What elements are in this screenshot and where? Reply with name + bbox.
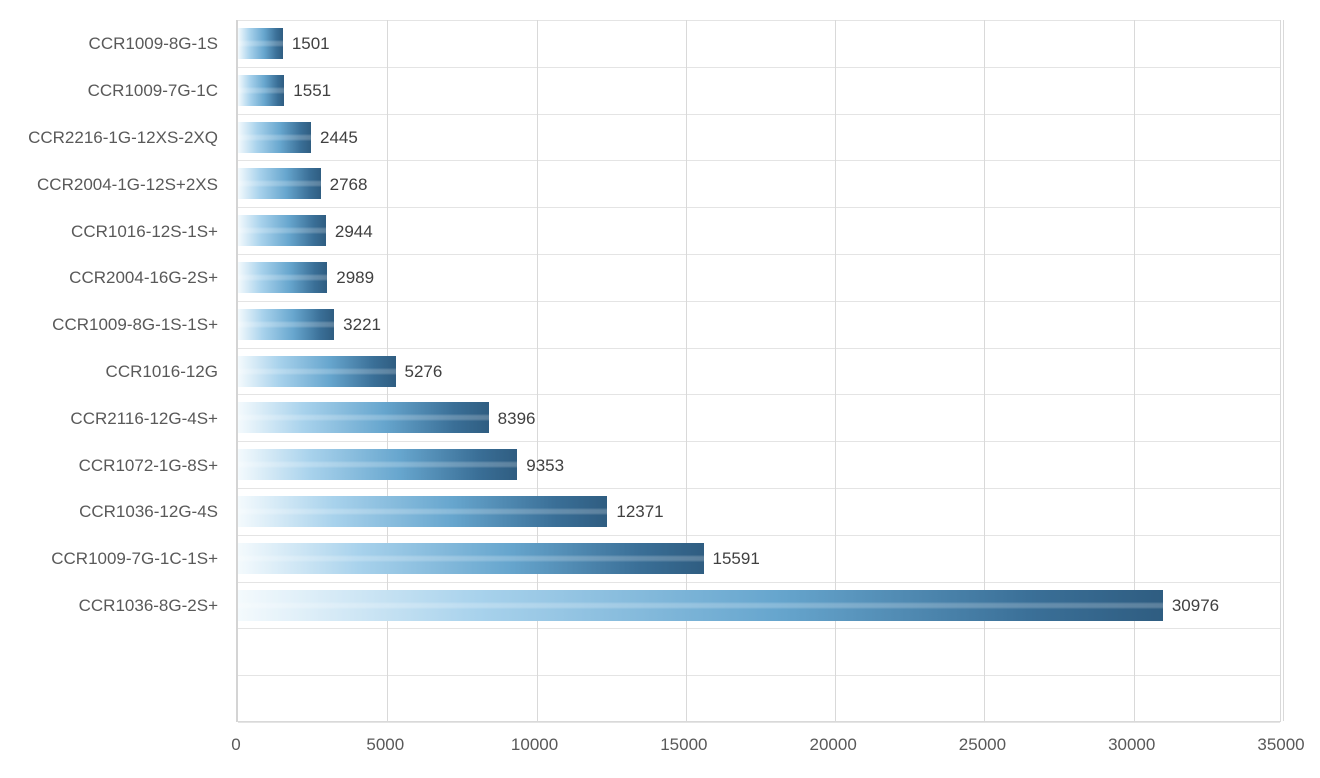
- vertical-gridline: [536, 20, 538, 721]
- bar[interactable]: [238, 168, 321, 200]
- horizontal-gridline: [238, 347, 1280, 349]
- bar-value-label: 1501: [291, 34, 330, 54]
- bar[interactable]: [238, 449, 518, 481]
- bar[interactable]: [238, 261, 328, 293]
- bar-value-label: 30976: [1171, 596, 1220, 615]
- horizontal-gridline: [238, 20, 1280, 21]
- x-axis-tick-label: 35000: [1257, 735, 1305, 754]
- y-axis-category-label: CCR1016-12S-1S+: [71, 221, 218, 241]
- y-axis-category-label: CCR2004-1G-12S+2XS: [37, 174, 218, 194]
- bar-value-label: 2768: [329, 174, 368, 194]
- bar[interactable]: [238, 542, 704, 574]
- bar-value-label: 3221: [343, 315, 381, 335]
- horizontal-gridline: [238, 581, 1280, 583]
- bar-value-label: 8396: [497, 408, 536, 428]
- bar-value-label: 2944: [334, 221, 373, 241]
- bar-value-label: 15591: [712, 549, 760, 569]
- bar[interactable]: [238, 215, 326, 247]
- bar[interactable]: [238, 495, 608, 527]
- bar-value-label: 1551: [293, 81, 332, 101]
- horizontal-gridline: [238, 66, 1280, 68]
- x-axis-tick-labels: 0 5000 10000 15000 20000 25000 30000 35000: [231, 735, 1304, 766]
- bar-value-label: 2445: [320, 128, 358, 147]
- horizontal-gridline: [238, 675, 1280, 677]
- y-axis-category-label: CCR2004-16G-2S+: [69, 268, 218, 288]
- y-axis-category-label: CCR1009-7G-1C-1S+: [51, 549, 218, 569]
- x-axis-tick-label: 0: [231, 735, 241, 754]
- bar[interactable]: [238, 27, 283, 59]
- y-axis-category-label: CCR1036-12G-4S: [79, 502, 218, 522]
- horizontal-gridline: [238, 394, 1280, 396]
- horizontal-gridline: [238, 300, 1280, 302]
- plot-area: 1501 1551 2445 2768 2944 2989 3221 5276 8396 9353…: [236, 20, 1284, 723]
- bar[interactable]: [238, 355, 396, 387]
- horizontal-gridline: [238, 254, 1280, 255]
- y-axis-category-label: CCR1009-8G-1S: [88, 34, 218, 54]
- horizontal-gridline: [238, 160, 1280, 162]
- vertical-gridline: [1133, 20, 1135, 721]
- x-axis-tick-label: 30000: [1108, 735, 1156, 754]
- vertical-gridline: [685, 20, 687, 721]
- vertical-gridline: [835, 20, 837, 721]
- horizontal-gridline: [238, 722, 1280, 723]
- horizontal-gridline: [238, 628, 1280, 630]
- y-axis-category-label: CCR1016-12G: [105, 362, 218, 381]
- x-axis-tick-label: 25000: [958, 735, 1007, 754]
- y-axis-category-label: CCR1072-1G-8S+: [78, 455, 218, 475]
- y-axis-category-label: CCR2216-1G-12XS-2XQ: [28, 128, 218, 147]
- vertical-gridline: [984, 20, 986, 721]
- y-axis-category-label: CCR1009-8G-1S-1S+: [52, 315, 218, 335]
- bar[interactable]: [238, 402, 489, 434]
- x-axis-tick-label: 20000: [809, 735, 857, 754]
- horizontal-gridline: [238, 441, 1280, 443]
- y-axis-category-label: CCR2116-12G-4S+: [70, 408, 218, 428]
- x-axis-tick-label: 5000: [366, 735, 405, 754]
- vertical-gridline: [1283, 20, 1284, 721]
- x-axis-tick-label: 10000: [510, 735, 559, 754]
- bar[interactable]: [238, 308, 335, 340]
- y-axis-category-label: CCR1009-7G-1C: [87, 81, 218, 101]
- bar[interactable]: [238, 589, 1163, 621]
- bar-value-label: 5276: [404, 362, 443, 381]
- bar-value-label: 9353: [526, 455, 565, 475]
- bar-value-label: 12371: [616, 502, 664, 522]
- horizontal-gridline: [238, 113, 1280, 115]
- bar[interactable]: [238, 121, 311, 153]
- bar[interactable]: [238, 74, 285, 106]
- x-axis-tick-label: 15000: [660, 735, 708, 754]
- y-axis-category-label: CCR1036-8G-2S+: [78, 596, 218, 615]
- horizontal-gridline: [238, 534, 1280, 536]
- horizontal-gridline: [238, 488, 1280, 489]
- bar-value-label: 2989: [336, 268, 375, 288]
- horizontal-gridline: [238, 207, 1280, 209]
- y-axis-category-labels: CCR1009-8G-1S CCR1009-7G-1C CCR2216-1G-12X…: [0, 20, 228, 722]
